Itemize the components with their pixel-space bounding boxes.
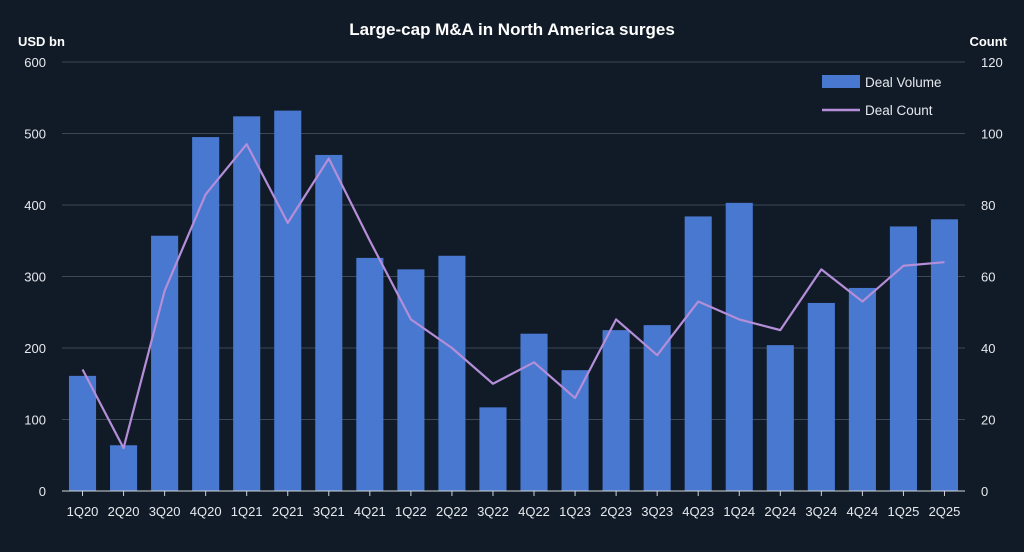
y-axis-left-title: USD bn	[18, 34, 65, 49]
bar-deal-volume-3Q21	[315, 154, 343, 491]
x-tick-label: 2Q20	[108, 504, 140, 519]
x-tick-label: 4Q21	[354, 504, 386, 519]
y-right-tick-label: 40	[981, 341, 995, 356]
y-right-tick-label: 20	[981, 413, 995, 428]
bar-deal-volume-4Q21	[356, 257, 384, 491]
x-tick-label: 2Q24	[764, 504, 796, 519]
y-right-tick-label: 80	[981, 198, 995, 213]
bar-deal-volume-4Q23	[684, 216, 712, 491]
x-tick-label: 2Q21	[272, 504, 304, 519]
bar-deal-volume-3Q22	[479, 407, 507, 491]
legend: Deal Volume Deal Count	[822, 75, 942, 118]
bar-deal-volume-3Q23	[643, 325, 671, 491]
x-tick-label: 3Q23	[641, 504, 673, 519]
bar-deal-volume-2Q20	[110, 445, 138, 491]
bar-deal-volume-2Q23	[602, 330, 630, 491]
chart-title: Large-cap M&A in North America surges	[349, 20, 675, 39]
bar-deal-volume-1Q24	[725, 202, 753, 492]
legend-swatch-deal-volume	[822, 75, 860, 88]
bar-deal-volume-1Q21	[233, 116, 261, 491]
bar-deal-volume-2Q22	[438, 255, 466, 491]
axes: 0 100 200 300 400 500 600 0 20 40 60 80 100 120 1Q20 2Q…	[24, 55, 1002, 519]
x-tick-label: 4Q23	[682, 504, 714, 519]
y-left-tick-label: 300	[24, 270, 46, 285]
y-left-tick-label: 500	[24, 127, 46, 142]
x-tick-label: 4Q20	[190, 504, 222, 519]
bar-deal-volume-1Q23	[561, 370, 589, 491]
y-right-tick-label: 60	[981, 270, 995, 285]
y-right-tick-label: 120	[981, 55, 1003, 70]
legend-label-deal-count: Deal Count	[865, 103, 933, 118]
bar-deal-volume-2Q21	[274, 110, 302, 492]
x-tick-label: 4Q22	[518, 504, 550, 519]
x-tick-label: 1Q25	[888, 504, 920, 519]
bar-deal-volume-1Q20	[68, 375, 97, 491]
y-left-tick-label: 400	[24, 198, 46, 213]
bar-deal-volume-4Q20	[192, 137, 220, 491]
y-left-tick-label: 100	[24, 413, 46, 428]
bar-series	[68, 110, 959, 492]
y-axis-right-title: Count	[969, 34, 1007, 49]
bar-deal-volume-2Q24	[766, 345, 794, 491]
bar-deal-volume-3Q24	[807, 302, 835, 491]
line-deal-count	[81, 143, 945, 450]
bar-deal-volume-1Q25	[889, 226, 917, 491]
legend-label-deal-volume: Deal Volume	[865, 75, 942, 90]
bar-deal-volume-4Q22	[520, 333, 548, 491]
y-left-tick-label: 200	[24, 341, 46, 356]
y-left-tick-label: 0	[39, 484, 46, 499]
x-tick-label: 3Q22	[477, 504, 509, 519]
x-tick-label: 3Q20	[149, 504, 181, 519]
bar-deal-volume-3Q20	[151, 235, 179, 491]
y-left-tick-label: 600	[24, 55, 46, 70]
x-tick-label: 1Q21	[231, 504, 263, 519]
line-series	[81, 143, 945, 450]
x-tick-label: 2Q22	[436, 504, 468, 519]
y-right-tick-label: 100	[981, 127, 1003, 142]
x-tick-label: 1Q23	[559, 504, 591, 519]
y-right-tick-label: 0	[981, 484, 988, 499]
x-tick-label: 2Q23	[600, 504, 632, 519]
bar-deal-volume-1Q22	[397, 269, 425, 491]
x-tick-label: 1Q24	[723, 504, 755, 519]
x-tick-label: 1Q22	[395, 504, 427, 519]
x-tick-label: 3Q21	[313, 504, 345, 519]
x-tick-label: 1Q20	[67, 504, 99, 519]
x-tick-label: 4Q24	[846, 504, 878, 519]
bar-deal-volume-2Q25	[930, 219, 959, 492]
bar-deal-volume-4Q24	[848, 287, 876, 491]
x-tick-label: 2Q25	[929, 504, 961, 519]
x-tick-label: 3Q24	[805, 504, 837, 519]
